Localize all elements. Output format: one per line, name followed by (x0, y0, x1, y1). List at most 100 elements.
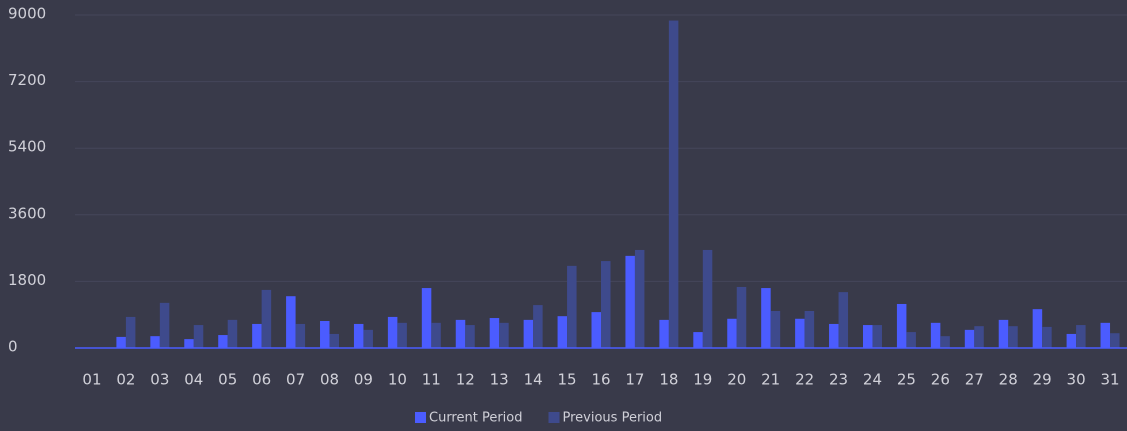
x-tick-label: 10 (388, 371, 407, 389)
y-tick-label: 0 (8, 338, 18, 356)
x-tick-label: 15 (558, 371, 577, 389)
x-tick-label: 16 (591, 371, 610, 389)
bar (1076, 325, 1086, 348)
y-tick-label: 9000 (8, 5, 46, 23)
bar (770, 311, 781, 348)
bar (252, 323, 262, 348)
bar (998, 319, 1009, 348)
x-tick-label: 23 (829, 371, 848, 389)
bar (872, 325, 882, 348)
bar (125, 316, 136, 348)
bar (533, 305, 543, 348)
bar (838, 292, 849, 348)
bar (227, 319, 238, 348)
bar (353, 323, 364, 348)
x-tick-label: 14 (524, 371, 543, 389)
x-tick-label: 18 (659, 371, 678, 389)
legend-swatch (415, 412, 426, 423)
bar (964, 329, 975, 348)
bar (421, 288, 432, 348)
bar (634, 249, 645, 348)
y-tick-label: 1800 (8, 271, 46, 289)
bar (795, 318, 805, 348)
bar (1008, 326, 1018, 348)
bar (761, 288, 771, 348)
x-tick-label: 02 (116, 371, 135, 389)
bar (974, 326, 984, 348)
bar (1066, 333, 1077, 348)
legend-label: Previous Period (563, 411, 663, 426)
bar (363, 329, 373, 348)
x-tick-label: 08 (320, 371, 339, 389)
x-tick-label: 31 (1100, 371, 1119, 389)
x-tick-label: 07 (286, 371, 305, 389)
bar (465, 325, 475, 348)
bar (736, 286, 747, 348)
x-tick-label: 21 (761, 371, 780, 389)
bar (150, 336, 160, 348)
bar (218, 335, 228, 348)
bar (804, 311, 815, 348)
bar (523, 319, 534, 348)
x-tick-label: 17 (625, 371, 644, 389)
x-tick-label: 30 (1067, 371, 1086, 389)
x-tick-label: 24 (863, 371, 882, 389)
bar (930, 322, 941, 348)
bar (431, 322, 441, 348)
bar (1032, 309, 1043, 348)
bar (455, 319, 466, 348)
bar (184, 339, 194, 348)
bar (1042, 326, 1052, 348)
y-tick-label: 5400 (8, 138, 46, 156)
bar (193, 325, 204, 348)
x-tick-label: 20 (727, 371, 746, 389)
x-tick-label: 19 (693, 371, 712, 389)
bar (489, 318, 500, 348)
x-tick-label: 26 (931, 371, 950, 389)
y-tick-label: 7200 (8, 71, 46, 89)
bar (702, 249, 713, 348)
bar (499, 322, 509, 348)
bar (668, 20, 679, 349)
bar (387, 316, 398, 348)
x-tick-label: 25 (897, 371, 916, 389)
bar (261, 289, 272, 348)
bar (1110, 333, 1120, 348)
bar (116, 336, 126, 348)
bar (320, 320, 330, 348)
bar (896, 303, 907, 348)
legend-swatch (548, 412, 560, 423)
bar (397, 322, 407, 348)
x-tick-label: 04 (184, 371, 203, 389)
bar (295, 323, 306, 348)
bar (286, 296, 296, 348)
y-tick-label: 3600 (8, 204, 46, 222)
bar (829, 323, 839, 348)
bar (693, 332, 703, 348)
x-tick-label: 29 (1033, 371, 1052, 389)
x-tick-label: 09 (354, 371, 373, 389)
bar (940, 336, 950, 348)
bar (159, 302, 170, 348)
legend-label: Current Period (429, 411, 523, 426)
bar (1100, 322, 1111, 348)
x-tick-label: 06 (252, 371, 271, 389)
bar (659, 319, 669, 348)
x-tick-label: 11 (422, 371, 441, 389)
x-tick-label: 27 (965, 371, 984, 389)
x-tick-label: 12 (456, 371, 475, 389)
bar (727, 318, 737, 348)
bar (557, 316, 568, 348)
x-tick-label: 13 (490, 371, 509, 389)
x-tick-label: 22 (795, 371, 814, 389)
x-tick-label: 03 (150, 371, 169, 389)
x-tick-label: 05 (218, 371, 237, 389)
x-tick-label: 28 (999, 371, 1018, 389)
bar (625, 255, 635, 348)
bar (601, 261, 611, 348)
bar (862, 325, 873, 348)
x-tick-label: 01 (82, 371, 101, 389)
bar (591, 312, 601, 348)
